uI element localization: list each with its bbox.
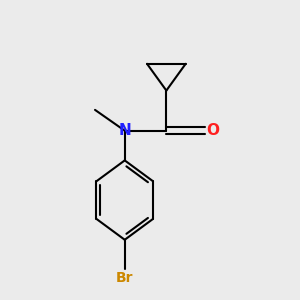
Text: Br: Br [116, 271, 134, 285]
Text: O: O [206, 123, 219, 138]
Text: N: N [118, 123, 131, 138]
